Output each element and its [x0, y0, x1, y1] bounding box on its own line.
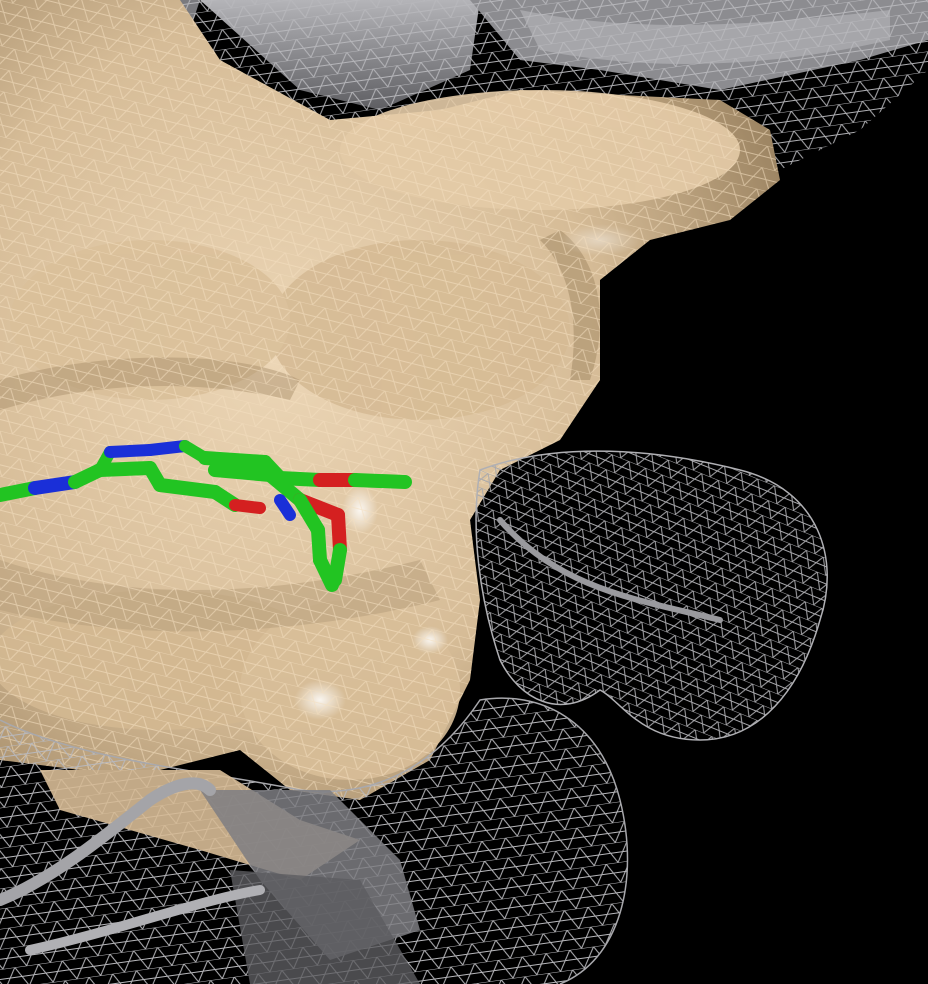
cartoon-ribbon-bottom — [0, 770, 420, 984]
ligand-sticks — [0, 440, 412, 592]
wheat-mesh — [0, 0, 780, 800]
gray-mesh-right — [475, 450, 828, 741]
